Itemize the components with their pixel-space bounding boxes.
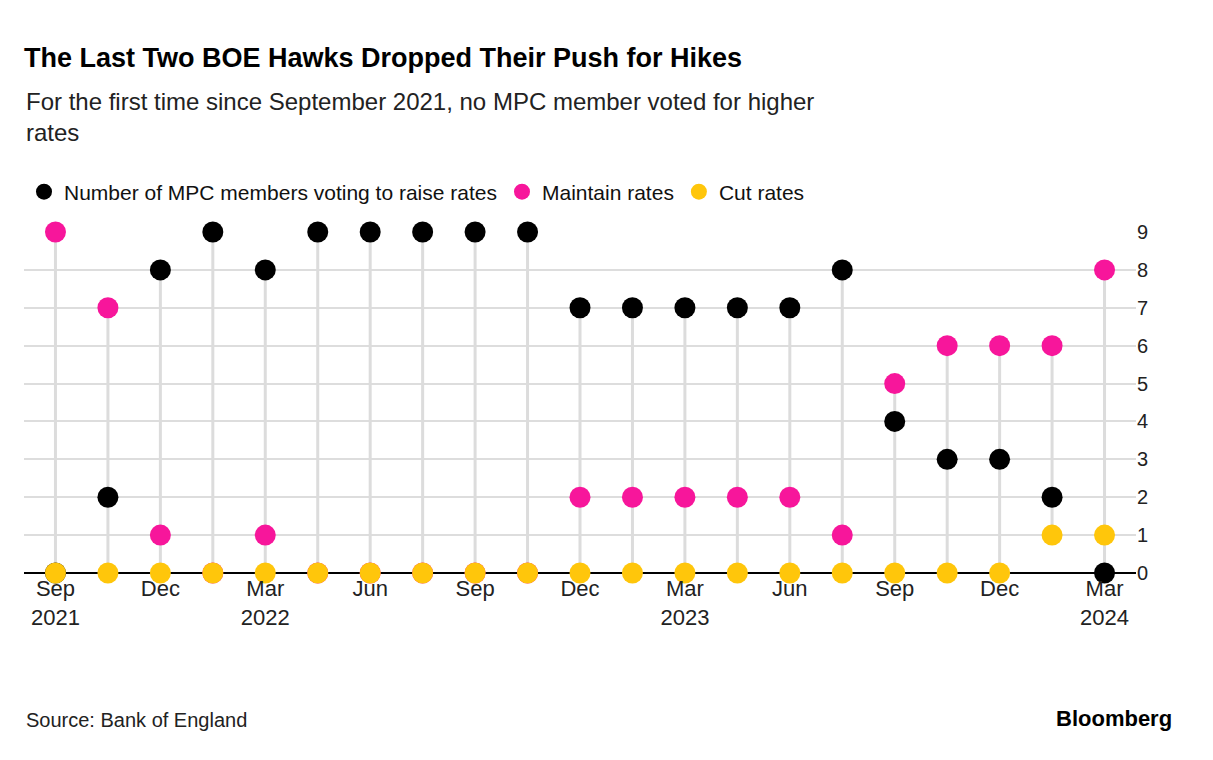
svg-text:For the first time since Septe: For the first time since September 2021,… xyxy=(26,88,814,146)
svg-text:Maintain rates: Maintain rates xyxy=(542,181,674,204)
svg-text:Sep2021: Sep2021 xyxy=(31,576,80,630)
svg-text:5: 5 xyxy=(1137,373,1148,395)
svg-text:1: 1 xyxy=(1137,524,1148,546)
svg-text:Mar2023: Mar2023 xyxy=(660,576,709,630)
svg-text:Mar2022: Mar2022 xyxy=(241,576,290,630)
svg-text:Bloomberg: Bloomberg xyxy=(1056,706,1172,731)
svg-text:4: 4 xyxy=(1137,410,1148,432)
svg-text:Sep: Sep xyxy=(456,576,495,601)
svg-text:2: 2 xyxy=(1137,486,1148,508)
svg-text:7: 7 xyxy=(1137,297,1148,319)
svg-text:0: 0 xyxy=(1137,562,1148,584)
svg-text:Number of MPC members voting t: Number of MPC members voting to raise ra… xyxy=(64,181,497,204)
svg-text:Mar2024: Mar2024 xyxy=(1080,576,1129,630)
svg-text:Dec: Dec xyxy=(141,576,180,601)
svg-text:Dec: Dec xyxy=(560,576,599,601)
svg-text:Cut rates: Cut rates xyxy=(719,181,804,204)
svg-text:Source: Bank of England: Source: Bank of England xyxy=(26,709,247,731)
svg-text:3: 3 xyxy=(1137,448,1148,470)
svg-text:Jun: Jun xyxy=(772,576,807,601)
svg-text:The Last Two BOE Hawks Dropped: The Last Two BOE Hawks Dropped Their Pus… xyxy=(24,43,742,73)
svg-text:9: 9 xyxy=(1137,221,1148,243)
svg-text:Sep: Sep xyxy=(875,576,914,601)
svg-text:Jun: Jun xyxy=(352,576,387,601)
svg-text:6: 6 xyxy=(1137,335,1148,357)
svg-text:8: 8 xyxy=(1137,259,1148,281)
svg-text:Dec: Dec xyxy=(980,576,1019,601)
